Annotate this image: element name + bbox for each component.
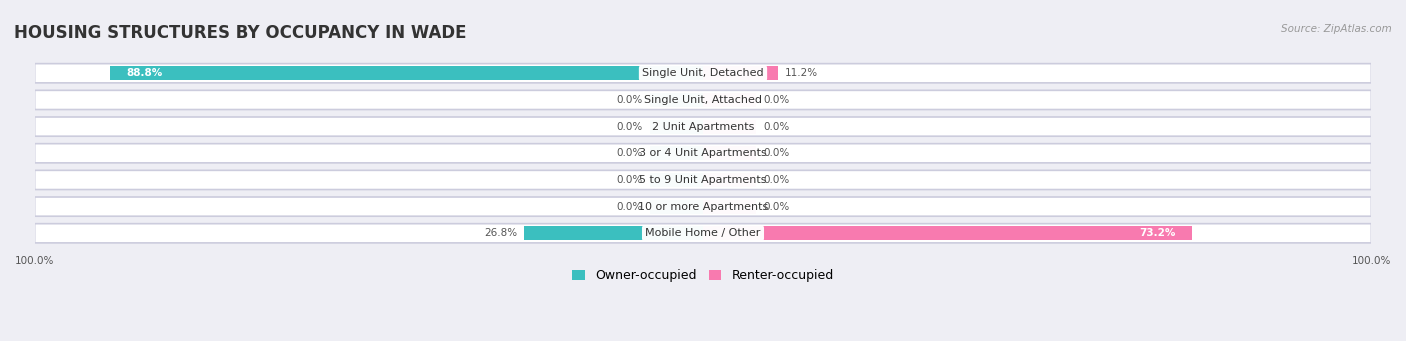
Bar bbox=[650, 146, 703, 160]
Text: 0.0%: 0.0% bbox=[763, 148, 789, 158]
Text: 11.2%: 11.2% bbox=[785, 68, 818, 78]
Text: 0.0%: 0.0% bbox=[617, 122, 643, 132]
Text: Source: ZipAtlas.com: Source: ZipAtlas.com bbox=[1281, 24, 1392, 34]
Bar bbox=[110, 66, 703, 80]
Text: 10 or more Apartments: 10 or more Apartments bbox=[638, 202, 768, 212]
FancyBboxPatch shape bbox=[35, 144, 1371, 163]
Bar bbox=[703, 199, 756, 213]
Bar bbox=[650, 199, 703, 213]
Text: 0.0%: 0.0% bbox=[617, 175, 643, 185]
Text: 2 Unit Apartments: 2 Unit Apartments bbox=[652, 122, 754, 132]
Bar bbox=[703, 226, 1192, 240]
Bar bbox=[524, 226, 703, 240]
Text: 0.0%: 0.0% bbox=[763, 175, 789, 185]
Text: 0.0%: 0.0% bbox=[617, 148, 643, 158]
Text: 26.8%: 26.8% bbox=[484, 228, 517, 238]
Bar bbox=[650, 120, 703, 134]
Text: 0.0%: 0.0% bbox=[617, 95, 643, 105]
Text: 73.2%: 73.2% bbox=[1139, 228, 1175, 238]
Text: 88.8%: 88.8% bbox=[127, 68, 163, 78]
FancyBboxPatch shape bbox=[35, 170, 1371, 190]
Bar bbox=[703, 93, 756, 107]
FancyBboxPatch shape bbox=[35, 197, 1371, 216]
Legend: Owner-occupied, Renter-occupied: Owner-occupied, Renter-occupied bbox=[568, 264, 838, 287]
Text: 0.0%: 0.0% bbox=[763, 122, 789, 132]
Text: Single Unit, Attached: Single Unit, Attached bbox=[644, 95, 762, 105]
Bar bbox=[703, 120, 756, 134]
Text: 5 to 9 Unit Apartments: 5 to 9 Unit Apartments bbox=[640, 175, 766, 185]
Bar bbox=[703, 66, 778, 80]
Text: HOUSING STRUCTURES BY OCCUPANCY IN WADE: HOUSING STRUCTURES BY OCCUPANCY IN WADE bbox=[14, 24, 467, 42]
FancyBboxPatch shape bbox=[35, 64, 1371, 83]
Text: 0.0%: 0.0% bbox=[763, 95, 789, 105]
FancyBboxPatch shape bbox=[35, 224, 1371, 243]
Text: 3 or 4 Unit Apartments: 3 or 4 Unit Apartments bbox=[640, 148, 766, 158]
Text: 0.0%: 0.0% bbox=[763, 202, 789, 212]
Bar bbox=[703, 146, 756, 160]
Bar bbox=[650, 93, 703, 107]
Bar bbox=[703, 173, 756, 187]
Text: Single Unit, Detached: Single Unit, Detached bbox=[643, 68, 763, 78]
Text: Mobile Home / Other: Mobile Home / Other bbox=[645, 228, 761, 238]
FancyBboxPatch shape bbox=[35, 90, 1371, 109]
FancyBboxPatch shape bbox=[35, 117, 1371, 136]
Bar bbox=[650, 173, 703, 187]
Text: 0.0%: 0.0% bbox=[617, 202, 643, 212]
